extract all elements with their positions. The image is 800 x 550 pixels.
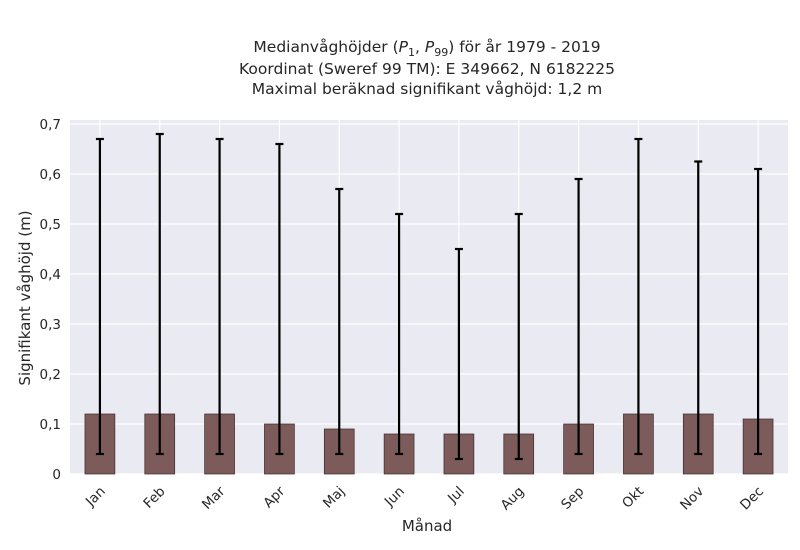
y-tick-label: 0,1 [40, 417, 61, 433]
errorbar-jan [95, 137, 104, 456]
error-bars [95, 132, 763, 461]
y-tick-label: 0,7 [40, 117, 61, 133]
y-axis-label: Signifikant våghöjd (m) [16, 210, 34, 385]
x-tick-label: Jan [82, 484, 109, 511]
errorbar-jul [454, 247, 463, 461]
x-axis-ticks: Jan Feb Mar Apr Maj Jun Jul Aug Sep Okt Nov Dec [82, 483, 767, 513]
errorbar-mar [215, 137, 224, 456]
x-tick-label: Jun [381, 484, 408, 511]
x-tick-label: Jul [444, 484, 468, 508]
y-axis-ticks: 0 0,1 0,2 0,3 0,4 0,5 0,6 0,7 [40, 117, 61, 483]
y-tick-label: 0,6 [40, 167, 61, 183]
errorbar-apr [275, 142, 284, 456]
x-axis-label: Månad [402, 517, 452, 535]
y-tick-label: 0 [52, 467, 61, 483]
chart-title: Medianvåghöjder (P1, P99) för år 1979 - … [239, 38, 615, 98]
chart-title-line-2: Koordinat (Sweref 99 TM): E 349662, N 61… [239, 60, 615, 78]
errorbar-feb [155, 132, 164, 456]
chart-title-line-1: Medianvåghöjder (P1, P99) för år 1979 - … [253, 38, 600, 59]
y-tick-label: 0,5 [40, 217, 61, 233]
x-tick-label: Apr [260, 483, 288, 511]
x-tick-label: Dec [737, 484, 767, 514]
errorbar-dec [754, 167, 763, 456]
x-tick-label: Mar [199, 483, 229, 513]
errorbar-aug [514, 212, 523, 461]
y-tick-label: 0,3 [40, 317, 61, 333]
errorbar-maj [335, 187, 344, 456]
x-tick-label: Aug [498, 484, 528, 514]
errorbar-okt [634, 137, 643, 456]
x-tick-label: Sep [558, 484, 587, 513]
errorbar-sep [574, 177, 583, 456]
errorbar-nov [694, 160, 703, 456]
chart-title-line-3: Maximal beräknad signifikant våghöjd: 1,… [252, 80, 602, 98]
plot-area [70, 120, 788, 474]
x-tick-label: Feb [140, 484, 168, 512]
x-tick-label: Nov [677, 484, 707, 514]
y-tick-label: 0,4 [40, 267, 61, 283]
x-tick-label: Okt [619, 484, 647, 512]
errorbar-jun [395, 212, 404, 456]
x-tick-label: Maj [320, 484, 348, 512]
y-tick-label: 0,2 [40, 367, 61, 383]
